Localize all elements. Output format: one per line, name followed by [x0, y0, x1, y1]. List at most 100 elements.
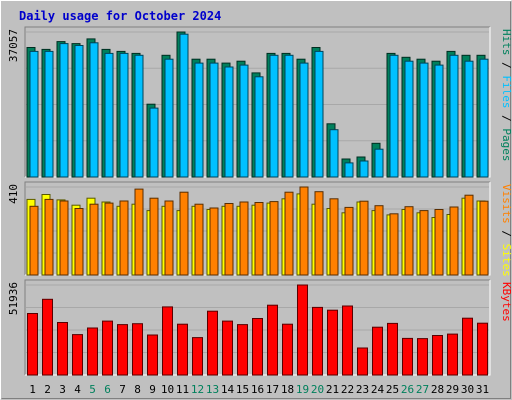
- bar-sites-day-10: [164, 200, 174, 276]
- bar-kbytes-day-22: [342, 305, 353, 376]
- bar-files-day-17: [269, 54, 279, 178]
- bar-files-day-29: [449, 54, 459, 178]
- bar-sites-day-21: [329, 198, 339, 276]
- bar-sites-day-7: [119, 200, 129, 276]
- x-tick-label-7: 7: [119, 383, 126, 396]
- x-tick-label-30: 30: [461, 383, 474, 396]
- y-max-label: 37057: [7, 29, 20, 62]
- bar-kbytes-day-10: [162, 306, 173, 376]
- bar-files-day-3: [59, 43, 69, 178]
- bar-files-day-5: [89, 42, 99, 178]
- bar-files-day-15: [239, 64, 249, 178]
- legend-item-kbytes: KBytes: [500, 282, 512, 322]
- bar-files-day-23: [359, 160, 369, 178]
- x-tick-label-10: 10: [161, 383, 174, 396]
- bar-sites-day-17: [269, 201, 279, 276]
- panel-hits-files-pages: 37057 Hits / Files / Pages: [7, 26, 512, 178]
- x-tick-label-23: 23: [356, 383, 369, 396]
- bar-files-day-27: [419, 62, 429, 178]
- x-tick-label-27: 27: [416, 383, 429, 396]
- x-tick-label-31: 31: [476, 383, 489, 396]
- x-tick-label-18: 18: [281, 383, 294, 396]
- bar-sites-day-16: [254, 202, 264, 276]
- bar-kbytes-day-30: [462, 317, 473, 376]
- x-tick-label-25: 25: [386, 383, 399, 396]
- x-tick-label-29: 29: [446, 383, 459, 396]
- legend-item-visits: Visits: [500, 184, 512, 224]
- bar-files-day-18: [284, 54, 294, 178]
- x-tick-label-1: 1: [29, 383, 36, 396]
- bar-kbytes-day-27: [417, 338, 428, 376]
- x-tick-label-14: 14: [221, 383, 235, 396]
- bar-files-day-8: [134, 54, 144, 178]
- bar-kbytes-day-19: [297, 284, 308, 376]
- x-tick-label-16: 16: [251, 383, 264, 396]
- bar-sites-day-11: [179, 191, 189, 276]
- bar-sites-day-13: [209, 207, 219, 276]
- bar-sites-day-2: [44, 198, 54, 276]
- bar-kbytes-day-7: [117, 324, 128, 376]
- bar-sites-day-5: [89, 203, 99, 276]
- bar-sites-day-28: [434, 209, 444, 276]
- bar-files-day-4: [74, 45, 84, 178]
- legend-item-hits: Hits: [500, 29, 512, 56]
- bar-sites-day-23: [359, 200, 369, 276]
- x-tick-label-12: 12: [191, 383, 204, 396]
- bar-files-day-14: [224, 66, 234, 178]
- bar-kbytes-day-28: [432, 335, 443, 376]
- legend-kbytes: KBytes: [500, 282, 512, 322]
- x-tick-label-24: 24: [371, 383, 385, 396]
- bar-files-day-9: [149, 107, 159, 178]
- x-tick-label-6: 6: [104, 383, 111, 396]
- bar-sites-day-26: [404, 206, 414, 276]
- bar-kbytes-day-8: [132, 323, 143, 376]
- x-tick-label-28: 28: [431, 383, 444, 396]
- bar-kbytes-day-26: [402, 337, 413, 376]
- bar-files-day-24: [374, 148, 384, 178]
- chart-title: Daily usage for October 2024: [19, 9, 221, 23]
- bar-kbytes-day-17: [267, 304, 278, 376]
- x-tick-label-13: 13: [206, 383, 219, 396]
- bar-files-day-7: [119, 52, 129, 178]
- x-tick-label-20: 20: [311, 383, 324, 396]
- bar-sites-day-27: [419, 210, 429, 276]
- bar-files-day-12: [194, 62, 204, 178]
- bar-sites-day-29: [449, 206, 459, 276]
- bar-kbytes-day-9: [147, 334, 158, 376]
- bar-kbytes-day-18: [282, 323, 293, 376]
- x-tick-label-22: 22: [341, 383, 354, 396]
- x-tick-label-2: 2: [44, 383, 51, 396]
- bar-kbytes-day-16: [252, 318, 263, 376]
- bar-sites-day-31: [479, 200, 489, 276]
- y-max-label: 51936: [7, 282, 20, 315]
- bar-kbytes-day-23: [357, 347, 368, 376]
- bar-kbytes-day-6: [102, 320, 113, 376]
- bar-sites-day-22: [344, 206, 354, 276]
- x-tick-label-21: 21: [326, 383, 339, 396]
- panel-kbytes: 51936 KBytes: [7, 279, 512, 376]
- legend-item-pages: Pages: [500, 128, 512, 161]
- bar-sites-day-8: [134, 188, 144, 276]
- plot-border-shadow: [24, 181, 490, 275]
- plot-border-shadow: [24, 26, 490, 177]
- bar-files-day-10: [164, 58, 174, 178]
- bar-sites-day-15: [239, 201, 249, 276]
- bar-sites-day-3: [59, 200, 69, 276]
- bar-kbytes-day-12: [192, 337, 203, 376]
- bar-kbytes-day-3: [57, 322, 68, 376]
- bar-sites-day-9: [149, 197, 159, 276]
- legend-separator: /: [500, 109, 512, 129]
- bar-sites-day-19: [299, 186, 309, 276]
- bar-files-day-2: [44, 50, 54, 178]
- bar-kbytes-day-25: [387, 322, 398, 376]
- plot-border-shadow: [24, 279, 490, 375]
- bar-files-day-31: [479, 58, 489, 178]
- bar-sites-day-1: [29, 205, 39, 276]
- panel-visits-sites: 410 Visits / Sites: [7, 181, 512, 277]
- bar-files-day-6: [104, 52, 114, 178]
- bar-kbytes-day-14: [222, 320, 233, 376]
- legend-item-sites: Sites: [500, 244, 512, 277]
- bar-sites-day-14: [224, 203, 234, 276]
- bar-sites-day-6: [104, 202, 114, 276]
